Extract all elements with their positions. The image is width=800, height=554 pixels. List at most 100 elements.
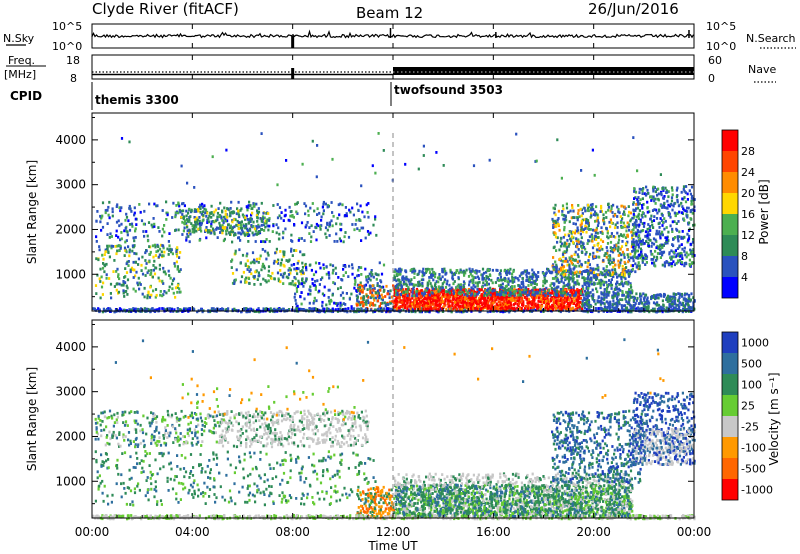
echo-cell xyxy=(353,283,356,286)
echo-cell xyxy=(473,292,477,296)
echo-cell xyxy=(540,297,543,301)
echo-cell xyxy=(232,230,235,234)
echo-cell xyxy=(543,293,546,297)
echo-cell xyxy=(573,231,577,235)
echo-cell xyxy=(472,289,475,293)
echo-cell xyxy=(332,281,335,284)
echo-cell xyxy=(258,274,261,277)
echo-cell xyxy=(257,271,260,275)
echo-cell xyxy=(571,206,574,210)
echo-cell xyxy=(358,308,362,312)
echo-cell xyxy=(349,210,352,214)
echo-cell xyxy=(123,308,127,312)
echo-cell xyxy=(607,254,610,258)
echo-cell xyxy=(226,228,229,232)
echo-cell xyxy=(276,271,280,275)
echo-cell xyxy=(276,203,279,206)
echo-cell xyxy=(365,203,368,207)
echo-cell xyxy=(395,269,398,273)
echo-cell xyxy=(395,272,398,276)
echo-cell xyxy=(595,219,598,223)
echo-cell xyxy=(556,278,559,282)
echo-cell xyxy=(495,291,498,294)
echo-cell xyxy=(234,218,237,222)
echo-cell xyxy=(229,224,232,228)
echo-cell xyxy=(150,223,153,227)
echo-cell xyxy=(182,216,185,220)
echo-cell xyxy=(288,282,291,286)
echo-cell xyxy=(411,291,414,294)
echo-cell xyxy=(652,308,655,312)
echo-cell xyxy=(513,307,516,311)
echo-cell xyxy=(499,278,502,282)
echo-cell xyxy=(596,213,599,217)
echo-cell xyxy=(339,301,342,305)
echo-cell xyxy=(591,239,594,243)
echo-cell xyxy=(204,228,207,232)
echo-cell xyxy=(216,218,219,221)
echo-cell xyxy=(629,291,632,295)
echo-cell xyxy=(620,245,624,248)
echo-cell xyxy=(339,293,343,297)
echo-cell xyxy=(585,219,588,223)
echo-cell xyxy=(422,267,425,271)
echo-cell xyxy=(204,211,207,215)
echo-cell xyxy=(187,211,190,215)
echo-cell xyxy=(503,276,507,280)
echo-cell xyxy=(594,213,597,217)
echo-cell xyxy=(313,283,316,287)
echo-cell xyxy=(130,308,133,312)
echo-cell xyxy=(176,254,179,258)
echo-cell xyxy=(134,229,137,233)
echo-cell xyxy=(208,229,211,232)
echo-cell xyxy=(512,270,515,273)
echo-cell xyxy=(273,310,276,314)
echo-cell xyxy=(355,218,358,222)
echo-cell xyxy=(390,295,393,299)
echo-cell xyxy=(241,230,244,234)
echo-cell xyxy=(395,306,398,310)
echo-cell xyxy=(125,284,128,288)
echo-cell xyxy=(287,260,290,263)
echo-cell xyxy=(188,207,191,211)
echo-cell xyxy=(608,254,612,257)
echo-cell xyxy=(545,300,548,303)
echo-cell xyxy=(625,270,628,274)
echo-cell xyxy=(411,294,414,298)
echo-cell xyxy=(107,205,110,209)
echo-cell xyxy=(555,307,558,311)
echo-cell xyxy=(339,304,342,307)
echo-cell xyxy=(524,290,527,294)
echo-cell xyxy=(617,238,621,242)
echo-cell xyxy=(405,290,408,294)
echo-cell xyxy=(350,292,353,296)
echo-cell xyxy=(152,268,155,272)
echo-cell xyxy=(255,214,258,217)
echo-cell xyxy=(216,215,219,219)
echo-cell xyxy=(434,282,437,285)
echo-cell xyxy=(338,213,341,217)
echo-cell xyxy=(428,310,431,314)
echo-cell xyxy=(508,293,511,297)
echo-cell xyxy=(344,231,347,234)
echo-cell xyxy=(174,229,177,232)
echo-cell xyxy=(557,305,560,309)
echo-cell xyxy=(328,299,331,303)
echo-cell xyxy=(250,224,253,227)
echo-cell xyxy=(221,229,225,232)
echo-cell xyxy=(252,202,255,205)
echo-cell xyxy=(373,287,376,290)
echo-cell xyxy=(359,290,362,293)
echo-cell xyxy=(296,201,299,204)
echo-cell xyxy=(611,275,614,278)
echo-cell xyxy=(375,277,378,281)
echo-cell xyxy=(442,300,445,304)
echo-cell xyxy=(248,307,252,311)
echo-cell xyxy=(436,276,440,280)
echo-cell xyxy=(559,288,562,291)
echo-cell xyxy=(255,202,258,206)
echo-cell xyxy=(168,307,171,310)
echo-cell xyxy=(257,225,260,229)
echo-cell xyxy=(427,305,430,308)
echo-cell xyxy=(221,209,224,213)
